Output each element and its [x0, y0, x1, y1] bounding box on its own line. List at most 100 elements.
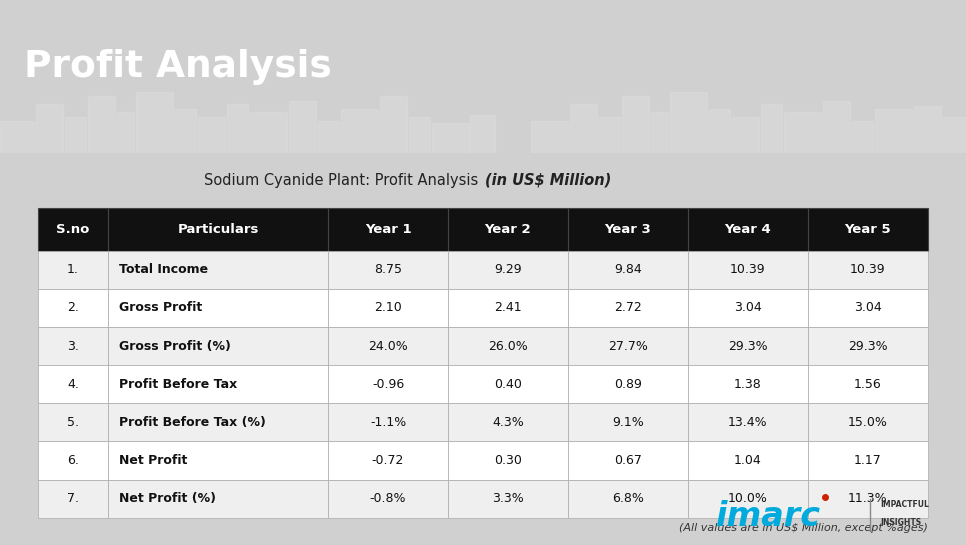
Bar	[117, 112, 134, 153]
Text: -0.72: -0.72	[372, 454, 404, 467]
Text: 3.04: 3.04	[854, 301, 882, 314]
Text: 10.39: 10.39	[850, 263, 886, 276]
Bar	[448, 251, 568, 289]
Bar	[65, 117, 86, 153]
Text: 4.: 4.	[67, 378, 79, 391]
Bar	[568, 365, 688, 403]
Text: 11.3%: 11.3%	[848, 492, 888, 505]
Bar	[328, 365, 448, 403]
Bar	[328, 208, 448, 251]
Bar	[914, 106, 941, 153]
Text: 3.04: 3.04	[734, 301, 762, 314]
Text: 13.4%: 13.4%	[728, 416, 768, 429]
Text: Year 3: Year 3	[605, 223, 651, 236]
Bar	[688, 251, 808, 289]
Bar	[670, 92, 707, 153]
Bar	[784, 112, 821, 153]
Bar	[808, 251, 928, 289]
Text: IMPACTFUL: IMPACTFUL	[881, 500, 929, 508]
Bar	[943, 117, 966, 153]
Bar	[0, 120, 34, 153]
Bar	[38, 365, 108, 403]
Text: 0.67: 0.67	[614, 454, 642, 467]
Bar	[328, 289, 448, 327]
Text: -0.8%: -0.8%	[370, 492, 407, 505]
Bar	[227, 104, 248, 153]
Bar	[808, 480, 928, 518]
Bar	[568, 480, 688, 518]
Bar	[688, 441, 808, 480]
Text: 0.89: 0.89	[614, 378, 642, 391]
Bar	[568, 251, 688, 289]
Text: 2.72: 2.72	[614, 301, 641, 314]
Text: S.no: S.no	[56, 223, 90, 236]
Bar	[341, 109, 378, 153]
Text: 26.0%: 26.0%	[488, 340, 527, 353]
Bar	[318, 120, 339, 153]
Bar	[38, 441, 108, 480]
Bar	[448, 403, 568, 441]
Bar	[38, 480, 108, 518]
Bar	[198, 117, 225, 153]
Bar	[568, 441, 688, 480]
Text: 1.17: 1.17	[854, 454, 882, 467]
Bar	[38, 251, 108, 289]
Bar	[328, 327, 448, 365]
Text: 6.8%: 6.8%	[612, 492, 644, 505]
Bar	[808, 365, 928, 403]
Bar	[570, 104, 597, 153]
Text: -0.96: -0.96	[372, 378, 404, 391]
Text: 3.: 3.	[67, 340, 79, 353]
Bar	[823, 101, 850, 153]
Bar	[599, 117, 620, 153]
Bar	[38, 289, 108, 327]
Bar	[108, 480, 328, 518]
Text: 1.38: 1.38	[734, 378, 762, 391]
Bar	[250, 112, 287, 153]
Text: -1.1%: -1.1%	[370, 416, 406, 429]
Bar	[175, 109, 196, 153]
Bar	[328, 251, 448, 289]
Text: INSIGHTS: INSIGHTS	[881, 518, 922, 526]
Text: 9.29: 9.29	[495, 263, 522, 276]
Bar	[38, 327, 108, 365]
Bar	[568, 327, 688, 365]
Text: 6.: 6.	[67, 454, 79, 467]
Bar	[448, 208, 568, 251]
Bar	[808, 327, 928, 365]
Text: Net Profit (%): Net Profit (%)	[119, 492, 216, 505]
Text: Profit Before Tax (%): Profit Before Tax (%)	[119, 416, 266, 429]
Bar	[108, 251, 328, 289]
Bar	[688, 365, 808, 403]
Bar	[432, 123, 469, 153]
Bar	[808, 289, 928, 327]
Bar	[289, 101, 316, 153]
Bar	[108, 327, 328, 365]
Bar	[688, 289, 808, 327]
Text: Profit Analysis: Profit Analysis	[24, 49, 332, 85]
Text: 1.56: 1.56	[854, 378, 882, 391]
Text: 1.: 1.	[67, 263, 79, 276]
Bar	[448, 441, 568, 480]
Text: (in US$ Million): (in US$ Million)	[485, 173, 611, 188]
Bar	[875, 109, 912, 153]
Bar	[448, 327, 568, 365]
Bar	[688, 327, 808, 365]
Text: 27.7%: 27.7%	[608, 340, 648, 353]
Text: 9.1%: 9.1%	[612, 416, 644, 429]
Text: 2.10: 2.10	[374, 301, 402, 314]
Text: 2.: 2.	[67, 301, 79, 314]
Text: 8.75: 8.75	[374, 263, 402, 276]
Bar	[622, 95, 649, 153]
Bar	[852, 120, 873, 153]
Bar	[688, 208, 808, 251]
Text: 3.3%: 3.3%	[492, 492, 524, 505]
Bar	[409, 117, 430, 153]
Text: 10.39: 10.39	[730, 263, 766, 276]
Bar	[328, 480, 448, 518]
Text: Gross Profit: Gross Profit	[119, 301, 202, 314]
Text: Year 4: Year 4	[724, 223, 771, 236]
Bar	[38, 208, 108, 251]
Text: Year 2: Year 2	[485, 223, 531, 236]
Text: Sodium Cyanide Plant: Profit Analysis: Sodium Cyanide Plant: Profit Analysis	[204, 173, 483, 188]
